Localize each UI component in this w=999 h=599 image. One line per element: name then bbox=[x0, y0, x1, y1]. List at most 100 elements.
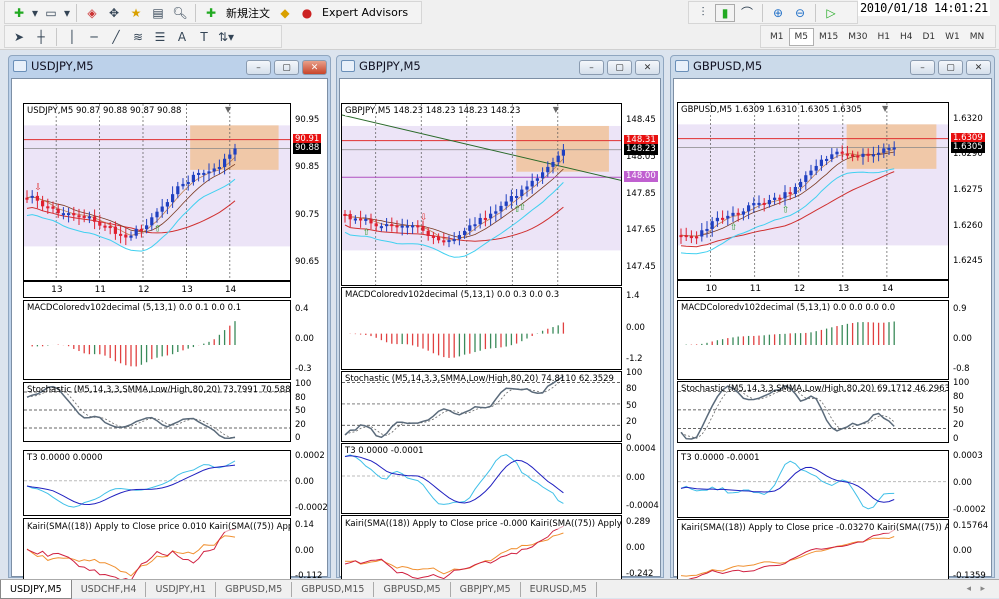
candle bbox=[129, 235, 133, 238]
axis-tick-label: 90.65 bbox=[295, 257, 320, 268]
chart-tab[interactable]: USDJPY,H1 bbox=[146, 582, 217, 597]
axis-tick-label: -0.3 bbox=[295, 364, 312, 375]
zoom-in-icon[interactable]: ⊕ bbox=[772, 5, 784, 20]
candle bbox=[145, 225, 149, 230]
stochastic-pane: Stochastic (M5,14,3,3,SMMA,Low/High,80,2… bbox=[677, 381, 949, 443]
trendline-icon[interactable]: ╱ bbox=[112, 29, 120, 44]
navigator-icon[interactable]: ★ bbox=[130, 5, 142, 20]
timeframe-w1[interactable]: W1 bbox=[945, 31, 960, 42]
vertical-line-icon[interactable]: │ bbox=[68, 29, 76, 44]
candle bbox=[437, 236, 441, 241]
candle bbox=[741, 211, 745, 215]
axis-tick-label: 90.85 bbox=[295, 162, 320, 173]
candle bbox=[871, 154, 875, 157]
close-button[interactable]: ✕ bbox=[635, 60, 660, 75]
chart-window-title: USDJPY,M5 bbox=[31, 59, 94, 73]
maximize-button[interactable]: ▢ bbox=[607, 60, 632, 75]
candle bbox=[176, 186, 180, 195]
candle bbox=[411, 225, 415, 228]
candle bbox=[851, 154, 855, 157]
candle bbox=[217, 166, 221, 169]
auto-scroll-icon[interactable]: ▷ bbox=[826, 5, 836, 20]
stochastic-main-line bbox=[680, 384, 895, 440]
cursor-icon[interactable]: ➤ bbox=[13, 29, 25, 44]
candle bbox=[504, 201, 508, 206]
arrows-icon[interactable]: ⇅▾ bbox=[217, 29, 235, 44]
timeframe-h4[interactable]: H4 bbox=[899, 31, 913, 42]
tab-scroll-left-icon[interactable]: ◂ bbox=[966, 584, 971, 594]
candle bbox=[395, 225, 399, 228]
timeframe-m30[interactable]: M30 bbox=[848, 31, 868, 42]
minimize-button[interactable]: – bbox=[910, 60, 935, 75]
t3-slow-line bbox=[680, 466, 895, 503]
chart-tab[interactable]: USDCHF,H4 bbox=[72, 582, 147, 597]
bar-chart-icon[interactable]: ⫶ bbox=[701, 5, 705, 19]
close-button[interactable]: ✕ bbox=[966, 60, 991, 75]
expert-advisors-icon[interactable]: ● bbox=[301, 5, 313, 20]
candle bbox=[108, 226, 112, 229]
timeframe-m15[interactable]: M15 bbox=[819, 31, 839, 42]
timeframe-h1[interactable]: H1 bbox=[877, 31, 890, 42]
expert-advisors-button[interactable]: Expert Advisors bbox=[322, 6, 409, 19]
timeframe-mn[interactable]: MN bbox=[969, 31, 985, 42]
timeframe-m5[interactable]: M5 bbox=[788, 27, 814, 46]
minimize-button[interactable]: – bbox=[246, 60, 271, 75]
time-tick-label: 14 bbox=[881, 284, 894, 294]
warning-icon[interactable]: ◆ bbox=[280, 5, 290, 20]
data-window-icon[interactable]: ✥ bbox=[108, 5, 120, 20]
candlestick-icon[interactable]: ▮ bbox=[715, 3, 735, 22]
chart-tab[interactable]: GBPUSD,M5 bbox=[374, 582, 451, 597]
new-chart-icon[interactable]: ✚ bbox=[13, 5, 25, 20]
candle bbox=[25, 197, 29, 200]
close-button[interactable]: ✕ bbox=[302, 60, 327, 75]
horizontal-line-icon[interactable]: ─ bbox=[90, 29, 98, 44]
chart-tab[interactable]: GBPUSD,M5 bbox=[216, 582, 293, 597]
text-label-icon[interactable]: T bbox=[200, 29, 208, 44]
time-tick-label: 13 bbox=[181, 285, 193, 295]
chart-tab[interactable]: USDJPY,M5 bbox=[0, 580, 72, 599]
candle bbox=[767, 199, 771, 205]
crosshair-icon[interactable]: ┼ bbox=[37, 29, 45, 44]
candle bbox=[77, 215, 81, 218]
fibonacci-icon[interactable]: ☰ bbox=[154, 29, 166, 44]
chart-tab[interactable]: GBPUSD,M15 bbox=[292, 582, 375, 597]
stochastic-main-line bbox=[344, 375, 564, 439]
candle bbox=[778, 197, 782, 200]
candle bbox=[103, 225, 107, 228]
candle bbox=[139, 228, 143, 231]
line-chart-icon[interactable]: ⌒ bbox=[740, 6, 753, 20]
candle bbox=[416, 225, 420, 228]
stochastic-signal-line bbox=[680, 387, 895, 439]
tab-scroll-right-icon[interactable]: ▸ bbox=[980, 584, 985, 594]
server-clock: 2010/01/18 14:01:21 bbox=[858, 0, 990, 16]
time-axis-row: 10 11 12 13 14 bbox=[677, 280, 949, 298]
new-order-button[interactable]: 新規注文 bbox=[226, 6, 270, 20]
zoom-out-icon[interactable]: ⊖ bbox=[794, 5, 806, 20]
stochastic-label: Stochastic (M5,14,3,3,SMMA,Low/High,80,2… bbox=[681, 384, 949, 394]
trailing-stop-line bbox=[680, 168, 895, 255]
candle bbox=[35, 195, 39, 201]
equidistant-channel-icon[interactable]: ≋ bbox=[132, 29, 144, 44]
candle bbox=[369, 218, 373, 224]
chart-window-icon bbox=[13, 60, 27, 72]
text-icon[interactable]: A bbox=[177, 29, 187, 44]
minimize-button[interactable]: – bbox=[579, 60, 604, 75]
candle bbox=[186, 182, 190, 185]
new-order-icon[interactable]: ✚ bbox=[205, 5, 217, 20]
axis-tick-label: 0.4 bbox=[295, 303, 309, 314]
timeframe-d1[interactable]: D1 bbox=[922, 31, 936, 42]
candle bbox=[520, 189, 524, 196]
maximize-button[interactable]: ▢ bbox=[938, 60, 963, 75]
terminal-icon[interactable]: ▤ bbox=[152, 5, 164, 20]
axis-tick-label: 1.6260 bbox=[953, 220, 983, 231]
chart-tab[interactable]: GBPJPY,M5 bbox=[451, 582, 521, 597]
axis-tick-label: 0.9 bbox=[953, 303, 967, 314]
profiles-icon[interactable]: ▭ bbox=[45, 5, 57, 20]
timeframe-m1[interactable]: M1 bbox=[770, 31, 784, 42]
market-watch-icon[interactable]: ◈ bbox=[87, 5, 97, 20]
candle bbox=[835, 151, 839, 155]
kairi-label: Kairi(SMA((18)) Apply to Close price -0.… bbox=[345, 519, 621, 529]
chart-tab[interactable]: EURUSD,M5 bbox=[521, 582, 597, 597]
strategy-tester-icon[interactable]: 🔍︎ bbox=[172, 5, 188, 20]
maximize-button[interactable]: ▢ bbox=[274, 60, 299, 75]
